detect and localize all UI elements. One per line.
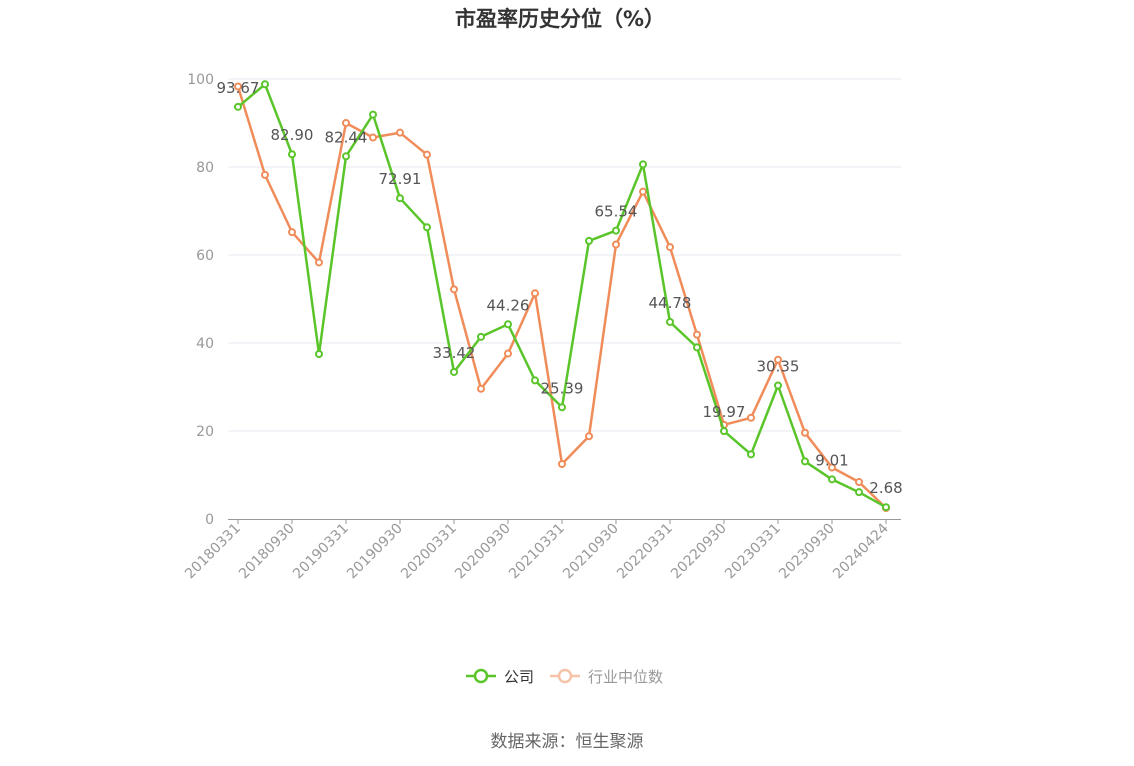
x-tick-label: 20200930: [452, 521, 514, 583]
data-point[interactable]: [531, 376, 539, 385]
data-point[interactable]: [531, 289, 539, 298]
data-point[interactable]: [558, 403, 566, 412]
data-label: 19.97: [703, 403, 746, 421]
data-point[interactable]: [315, 258, 323, 267]
data-point[interactable]: [855, 478, 863, 487]
x-tick-label: 20210331: [506, 521, 568, 583]
data-point[interactable]: [423, 223, 431, 232]
data-point[interactable]: [369, 133, 377, 142]
data-point[interactable]: [558, 460, 566, 468]
data-point[interactable]: [882, 503, 890, 512]
data-point[interactable]: [342, 152, 350, 161]
series-line-0: [237, 83, 887, 509]
data-point[interactable]: [504, 349, 512, 358]
data-point[interactable]: [747, 450, 755, 459]
series-layer: [234, 80, 890, 512]
data-label: 30.35: [757, 357, 800, 375]
x-tick-label: 20230331: [722, 521, 784, 583]
data-point[interactable]: [234, 102, 242, 111]
data-label: 93.67: [217, 79, 260, 97]
data-point[interactable]: [666, 243, 674, 252]
x-tick-label: 20230930: [776, 521, 838, 583]
data-point[interactable]: [639, 160, 647, 169]
legend-marker-0[interactable]: [473, 668, 489, 684]
data-point[interactable]: [612, 226, 620, 235]
data-point[interactable]: [450, 367, 458, 376]
data-point[interactable]: [504, 320, 512, 329]
x-tick-label: 20200331: [398, 521, 460, 583]
data-point[interactable]: [828, 475, 836, 484]
x-tick-label: 20190331: [290, 521, 352, 583]
data-point[interactable]: [477, 384, 485, 393]
y-tick-label: 60: [196, 248, 214, 264]
data-point[interactable]: [639, 187, 647, 196]
data-point[interactable]: [369, 110, 377, 119]
data-point[interactable]: [612, 240, 620, 249]
y-tick-label: 80: [196, 160, 214, 176]
x-tick-label: 20180930: [236, 521, 298, 583]
data-point[interactable]: [288, 228, 296, 237]
data-point[interactable]: [396, 194, 404, 203]
data-label: 72.91: [379, 170, 422, 188]
y-tick-label: 20: [196, 424, 214, 440]
legend[interactable]: 公司 行业中位数: [466, 668, 663, 686]
data-point[interactable]: [315, 350, 323, 358]
data-point[interactable]: [693, 343, 701, 352]
data-point[interactable]: [774, 381, 782, 390]
series-line-1: [236, 86, 887, 509]
x-tick-label: 20190930: [344, 521, 406, 583]
data-point[interactable]: [342, 119, 350, 127]
data-point[interactable]: [585, 432, 593, 441]
data-point[interactable]: [774, 355, 782, 364]
data-label: 9.01: [815, 451, 848, 469]
legend-marker-1[interactable]: [557, 668, 573, 684]
data-point[interactable]: [288, 150, 296, 159]
data-label: 44.78: [649, 294, 692, 312]
data-label: 82.44: [325, 128, 368, 146]
legend-label-1[interactable]: 行业中位数: [588, 668, 663, 686]
data-point[interactable]: [585, 236, 593, 245]
data-label: 65.54: [595, 203, 638, 221]
x-tick-label: 20220930: [668, 521, 730, 583]
data-label: 33.42: [433, 344, 476, 362]
data-point[interactable]: [855, 488, 863, 497]
data-point[interactable]: [666, 317, 674, 326]
data-label: 2.68: [869, 479, 902, 497]
data-point[interactable]: [450, 285, 458, 294]
y-tick-label: 100: [187, 72, 214, 88]
data-point[interactable]: [693, 330, 701, 339]
data-point[interactable]: [747, 413, 755, 422]
data-point[interactable]: [261, 170, 269, 179]
data-point[interactable]: [801, 428, 809, 437]
legend-label-0[interactable]: 公司: [504, 668, 534, 686]
y-tick-label: 40: [196, 336, 214, 352]
data-point[interactable]: [234, 82, 242, 91]
data-point[interactable]: [423, 150, 431, 159]
data-point[interactable]: [261, 80, 269, 89]
x-tick-label: 20180331: [182, 521, 244, 583]
data-point[interactable]: [720, 427, 728, 436]
source-note: 数据来源：恒生聚源: [491, 732, 644, 752]
data-labels: 93.67 82.90 82.44 72.91 33.42 44.26 25.39 65.54…: [217, 79, 903, 497]
chart-title: 市盈率历史分位（%）: [455, 7, 665, 31]
data-point[interactable]: [396, 128, 404, 137]
data-point[interactable]: [828, 463, 836, 472]
x-tick-label: 20240424: [830, 520, 892, 582]
x-tick-label: 20220331: [614, 521, 676, 583]
data-label: 25.39: [541, 379, 584, 397]
data-point[interactable]: [801, 457, 809, 466]
data-label: 44.26: [487, 296, 530, 314]
y-tick-label: 0: [205, 512, 214, 528]
grid: [228, 78, 901, 432]
data-point[interactable]: [477, 332, 485, 341]
x-tick-label: 20210930: [560, 521, 622, 583]
data-label: 82.90: [271, 126, 314, 144]
